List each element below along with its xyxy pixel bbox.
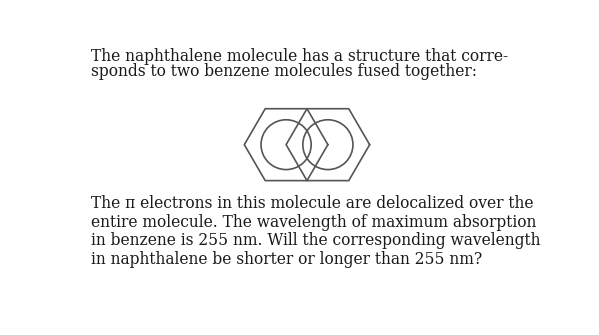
Text: The naphthalene molecule has a structure that corre-: The naphthalene molecule has a structure… [91,48,508,65]
Text: sponds to two benzene molecules fused together:: sponds to two benzene molecules fused to… [91,63,477,80]
Text: in benzene is 255 nm. Will the corresponding wavelength: in benzene is 255 nm. Will the correspon… [91,232,541,249]
Text: entire molecule. The wavelength of maximum absorption: entire molecule. The wavelength of maxim… [91,213,537,230]
Text: in naphthalene be shorter or longer than 255 nm?: in naphthalene be shorter or longer than… [91,251,482,268]
Text: The π electrons in this molecule are delocalized over the: The π electrons in this molecule are del… [91,195,534,212]
